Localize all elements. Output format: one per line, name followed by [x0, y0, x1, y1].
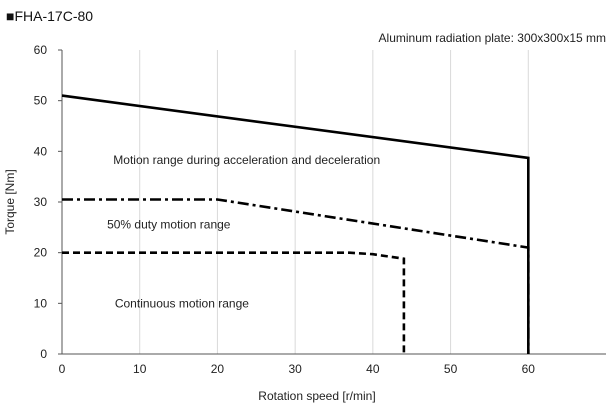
y-tick-label: 50	[34, 94, 48, 108]
chart-title: ■FHA-17C-80	[6, 8, 93, 24]
annotation-label: 50% duty motion range	[107, 217, 231, 231]
x-tick-label: 60	[522, 362, 536, 376]
y-tick-label: 10	[34, 296, 48, 310]
chart-subtitle: Aluminum radiation plate: 300x300x15 mm	[379, 31, 606, 45]
y-tick-label: 60	[34, 43, 48, 57]
x-tick-label: 50	[444, 362, 458, 376]
title-text: FHA-17C-80	[14, 8, 93, 24]
x-tick-label: 0	[59, 362, 66, 376]
x-tick-label: 40	[366, 362, 380, 376]
series-line-dashed	[62, 251, 406, 354]
y-tick-label: 20	[34, 246, 48, 260]
y-tick-label: 0	[40, 347, 47, 361]
y-tick-labels: 0 10 20 30 40 50 60	[34, 43, 62, 361]
annotation-label: Continuous motion range	[115, 296, 249, 310]
annotations: Motion range during acceleration and dec…	[107, 153, 380, 310]
y-axis-label: Torque [Nm]	[3, 169, 17, 234]
y-tick-label: 40	[34, 144, 48, 158]
series-lines	[61, 94, 530, 354]
y-tick-label: 30	[34, 195, 48, 209]
x-tick-label: 20	[211, 362, 225, 376]
annotation-label: Motion range during acceleration and dec…	[113, 153, 380, 167]
x-axis-label: Rotation speed [r/min]	[258, 389, 375, 403]
x-tick-label: 30	[288, 362, 302, 376]
title-marker: ■	[6, 8, 14, 24]
x-tick-labels: 0 10 20 30 40 50 60	[59, 362, 536, 376]
x-tick-label: 10	[133, 362, 147, 376]
series-line-dash-dot	[62, 198, 530, 354]
